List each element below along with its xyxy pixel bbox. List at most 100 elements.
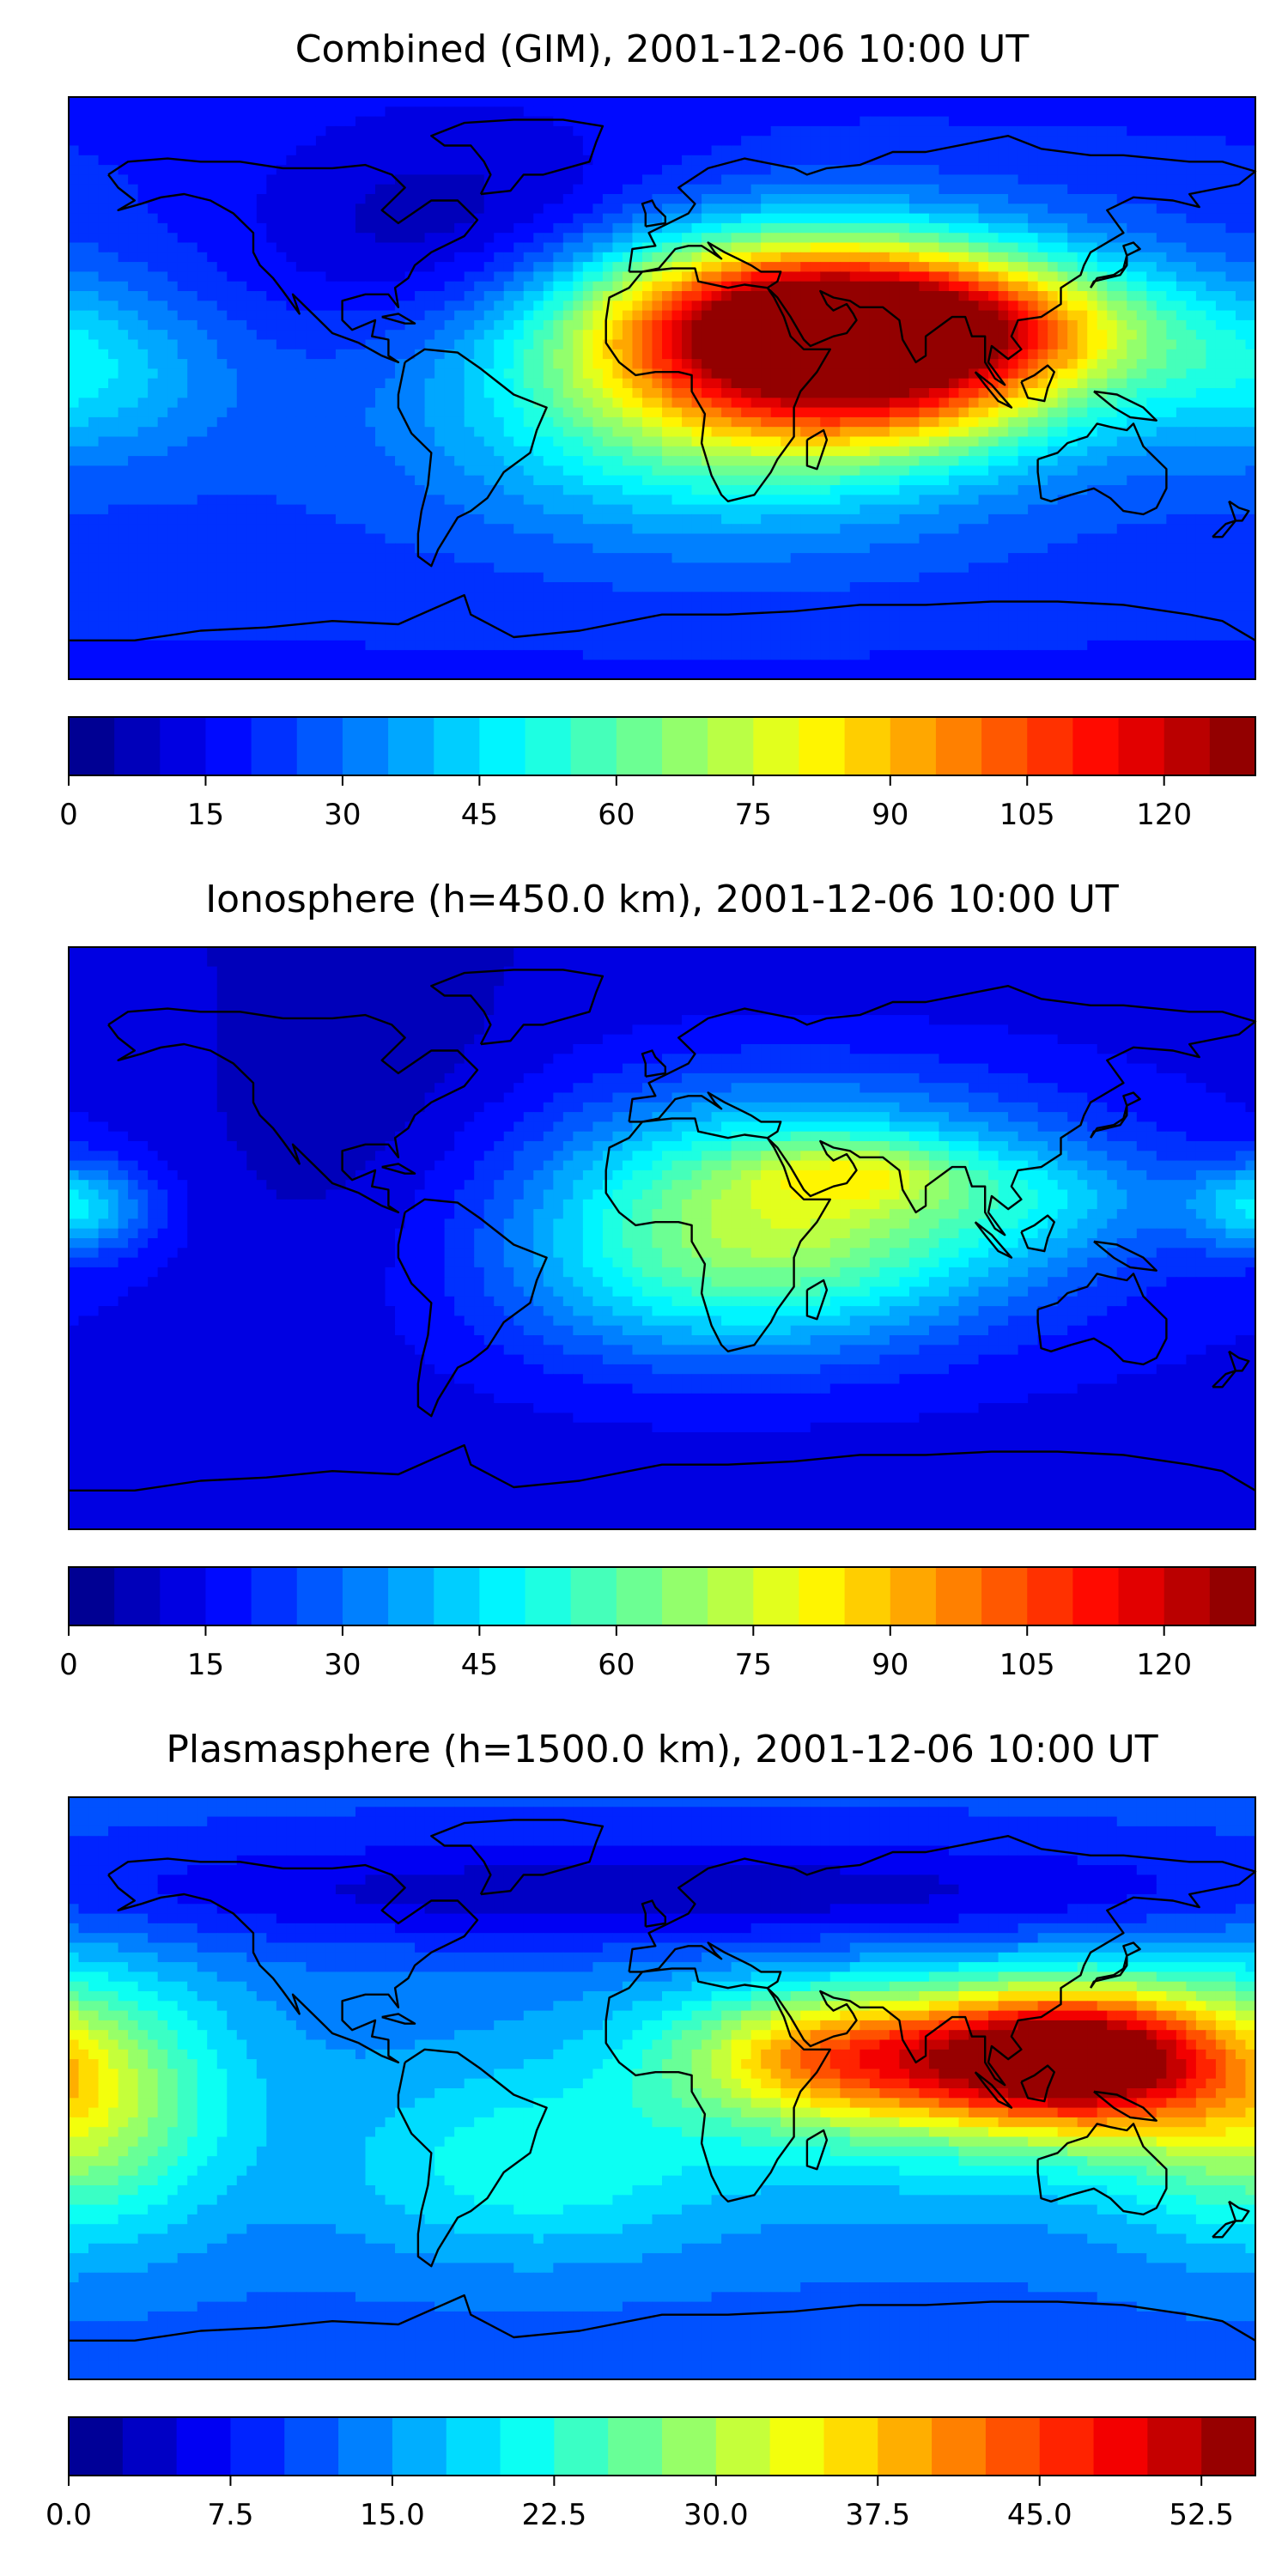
field-cell [148,106,158,117]
field-cell [266,243,276,253]
field-cell [1137,233,1147,243]
field-cell [99,165,109,175]
field-cell [355,106,366,117]
field-cell [286,243,296,253]
field-cell [830,262,841,272]
field-cell [603,194,613,204]
field-cell [286,214,296,224]
field-cell [761,146,771,156]
field-cell [336,117,346,127]
field-cell [652,185,662,195]
field-cell [316,117,326,127]
field-cell [257,126,267,137]
field-cell [286,165,296,175]
field-cell [909,243,920,253]
field-cell [69,282,79,292]
field-cell [187,204,197,214]
field-cell [1087,97,1097,107]
field-cell [672,271,683,282]
field-cell [830,155,841,166]
field-cell [375,262,386,272]
field-cell [732,136,742,146]
field-cell [1245,271,1255,282]
field-cell [375,243,386,253]
field-cell [830,174,841,185]
field-cell [375,223,386,234]
field-cell [1067,223,1078,234]
field-cell [969,252,979,263]
field-cell [178,223,188,234]
field-cell [306,136,316,146]
field-cell [721,233,732,243]
field-cell [237,271,247,282]
field-cell [969,174,979,185]
field-cell [128,136,138,146]
field-cell [642,97,653,107]
field-cell [316,214,326,224]
field-cell [1166,97,1176,107]
field-cell [266,185,276,195]
field-cell [592,165,603,175]
field-cell [929,243,939,253]
field-cell [949,223,959,234]
field-cell [1146,252,1157,263]
field-cell [623,106,633,117]
field-cell [870,146,880,156]
field-cell [178,243,188,253]
field-cell [79,223,89,234]
field-cell [1028,243,1038,253]
field-cell [266,126,276,137]
field-cell [781,223,791,234]
field-cell [860,106,870,117]
field-cell [187,126,197,137]
field-cell [187,136,197,146]
field-cell [425,155,435,166]
field-cell [375,185,386,195]
field-cell [732,97,742,107]
field-cell [1216,204,1226,214]
field-cell [751,97,762,107]
field-cell [1018,233,1029,243]
field-cell [345,126,355,137]
field-cell [158,282,168,292]
field-cell [286,194,296,204]
field-cell [949,126,959,137]
field-cell [69,117,79,127]
field-cell [355,233,366,243]
field-cell [899,97,909,107]
field-cell [1117,185,1127,195]
field-cell [355,174,366,185]
field-cell [791,136,801,146]
field-cell [672,106,683,117]
field-cell [811,97,821,107]
field-cell [178,185,188,195]
field-cell [820,204,830,214]
field-cell [1176,117,1187,127]
field-cell [415,214,425,224]
field-cell [1087,106,1097,117]
field-cell [791,174,801,185]
field-cell [712,271,722,282]
field-cell [415,117,425,127]
field-cell [316,174,326,185]
field-cell [138,233,149,243]
field-cell [969,194,979,204]
field-cell [1008,97,1018,107]
field-cell [494,146,504,156]
field-cell [959,243,969,253]
field-cell [800,155,811,166]
field-cell [266,252,276,263]
field-cell [830,214,841,224]
field-cell [445,271,455,282]
field-cell [850,194,860,204]
field-cell [1236,97,1246,107]
field-cell [246,106,257,117]
field-cell [682,126,692,137]
field-cell [979,243,989,253]
field-cell [1048,136,1058,146]
field-cell [1028,204,1038,214]
field-cell [158,185,168,195]
field-cell [612,117,623,127]
field-cell [1028,233,1038,243]
field-cell [276,155,287,166]
